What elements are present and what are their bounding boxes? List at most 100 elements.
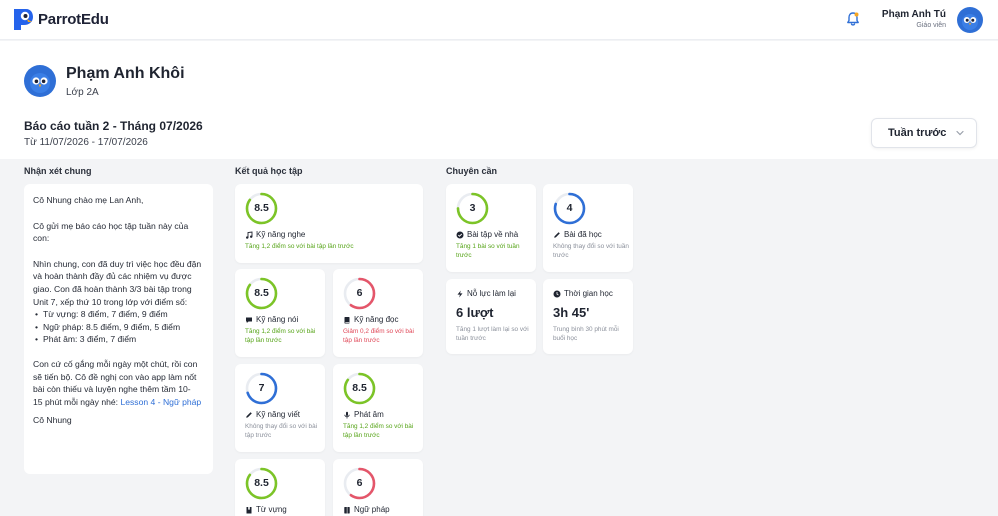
comment-intro: Cô gửi mẹ báo cáo học tập tuần này của c… bbox=[33, 220, 189, 244]
app-logo[interactable]: ParrotEdu bbox=[12, 7, 109, 31]
score-value: 8.5 bbox=[254, 477, 269, 489]
comment-body: Nhìn chung, con đã duy trì việc học đều … bbox=[33, 258, 202, 307]
chat-icon bbox=[246, 317, 252, 323]
card-label: Nỗ lực làm lại bbox=[467, 289, 516, 298]
pencil-icon bbox=[554, 231, 560, 238]
card-title: Kỹ năng viết bbox=[245, 410, 300, 419]
attendance-section-title: Chuyên cần bbox=[446, 166, 498, 176]
score-value: 7 bbox=[258, 382, 265, 394]
score-ring: 4 bbox=[553, 192, 586, 225]
report-title: Báo cáo tuần 2 - Tháng 07/2026 bbox=[24, 119, 203, 133]
user-role: Giáo viên bbox=[916, 22, 946, 29]
comment-closing-text: 15 phút mỗi ngày nhé: bbox=[33, 396, 121, 407]
student-avatar bbox=[24, 65, 56, 97]
skill-card-pronunciation[interactable]: 8.5 Phát âm Tăng 1,2 điểm so với bài tập l… bbox=[333, 364, 423, 452]
user-name: Phạm Anh Tú bbox=[881, 9, 946, 20]
bookmark-icon bbox=[246, 506, 252, 513]
card-label: Bài đã học bbox=[564, 230, 602, 239]
book-icon bbox=[344, 316, 350, 323]
card-label: Kỹ năng nói bbox=[256, 315, 299, 324]
score-value: 8.5 bbox=[254, 287, 269, 299]
attendance-card-study-time[interactable]: Thời gian học 3h 45' Trung bình 30 phút mỗ… bbox=[543, 279, 633, 354]
results-section-title: Kết quả học tập bbox=[235, 166, 303, 176]
card-title: Kỹ năng nói bbox=[245, 315, 298, 324]
card-label: Kỹ năng nghe bbox=[256, 230, 306, 239]
card-title: Thời gian học bbox=[553, 289, 613, 298]
skill-card-speaking[interactable]: 8.5 Kỹ năng nói Tăng 1,2 điểm so với bài t… bbox=[235, 269, 325, 357]
score-ring: 8.5 bbox=[245, 192, 278, 225]
card-label: Ngữ pháp bbox=[354, 505, 390, 514]
score-value: 4 bbox=[566, 202, 573, 214]
lesson-link[interactable]: Lesson 4 - Ngữ pháp bbox=[120, 396, 202, 407]
check-circle-icon bbox=[456, 231, 464, 238]
card-note: Tăng 1,2 điểm so với bài tập lần trước bbox=[245, 328, 316, 344]
card-note: Trung bình 30 phút mỗi buổi học bbox=[553, 326, 619, 342]
score-ring: 8.5 bbox=[245, 467, 278, 500]
comment-card: Cô Nhung chào mẹ Lan Anh, Cô gửi mẹ báo … bbox=[24, 184, 213, 474]
microphone-icon bbox=[344, 411, 350, 418]
card-note: Tăng 1 bài so với tuần trước bbox=[456, 243, 520, 259]
user-info[interactable]: Phạm Anh Tú Giáo viên bbox=[882, 9, 946, 29]
card-note: Giảm 0,2 điểm so với bài tập lần trước bbox=[343, 328, 414, 344]
lightning-icon bbox=[457, 290, 463, 297]
week-select-label: Tuần trước bbox=[888, 127, 947, 139]
skill-card-reading[interactable]: 6 Kỹ năng đọc Giảm 0,2 điểm so với bài tập… bbox=[333, 269, 423, 357]
score-ring: 3 bbox=[456, 192, 489, 225]
skill-card-writing[interactable]: 7 Kỹ năng viết Không thay đổi so với bài t… bbox=[235, 364, 325, 452]
score-ring: 8.5 bbox=[343, 372, 376, 405]
score-ring: 6 bbox=[343, 277, 376, 310]
card-note: Tăng 1 lượt làm lại so với tuần trước bbox=[456, 326, 529, 342]
comments-section-title: Nhận xét chung bbox=[24, 166, 92, 176]
stat-value: 6 lượt bbox=[456, 305, 494, 320]
student-class: Lớp 2A bbox=[66, 87, 99, 98]
attendance-card-retries[interactable]: Nỗ lực làm lại 6 lượt Tăng 1 lượt làm lại … bbox=[446, 279, 536, 354]
score-value: 6 bbox=[356, 477, 363, 489]
student-name: Phạm Anh Khôi bbox=[66, 65, 185, 82]
card-label: Kỹ năng viết bbox=[256, 410, 301, 419]
attendance-card-homework[interactable]: 3 Bài tập về nhà Tăng 1 bài so với tuần tr… bbox=[446, 184, 536, 272]
top-bar: ParrotEdu Phạm Anh Tú Giáo viên bbox=[0, 0, 998, 40]
attendance-card-lessons[interactable]: 4 Bài đã học Không thay đổi so với tuần tr… bbox=[543, 184, 633, 272]
card-note: Không thay đổi so với tuần trước bbox=[553, 243, 629, 259]
list-item: Từ vựng: 8 điểm, 7 điểm, 9 điểm bbox=[33, 308, 204, 321]
chevron-down-icon bbox=[956, 130, 964, 136]
card-title: Phát âm bbox=[343, 410, 384, 419]
card-label: Từ vựng bbox=[256, 505, 287, 514]
skill-card-vocabulary[interactable]: 8.5 Từ vựng bbox=[235, 459, 325, 516]
parrot-logo-icon bbox=[14, 9, 33, 30]
score-value: 3 bbox=[469, 202, 476, 214]
app-name: ParrotEdu bbox=[38, 10, 109, 28]
card-title: Bài tập về nhà bbox=[456, 230, 518, 239]
report-date-range: Từ 11/07/2026 - 17/07/2026 bbox=[24, 137, 148, 148]
report-header: Phạm Anh Khôi Lớp 2A Báo cáo tuần 2 - Th… bbox=[0, 41, 998, 159]
list-item: Phát âm: 3 điểm, 7 điểm bbox=[33, 333, 204, 346]
card-label: Bài tập về nhà bbox=[467, 230, 519, 239]
user-avatar[interactable] bbox=[957, 7, 983, 33]
card-title: Nỗ lực làm lại bbox=[456, 289, 516, 298]
stat-value: 3h 45' bbox=[553, 305, 590, 320]
skill-card-grammar[interactable]: 6 Ngữ pháp bbox=[333, 459, 423, 516]
comment-closing-line: 15 phút mỗi ngày nhé: Lesson 4 - Ngữ phá… bbox=[33, 396, 204, 409]
bell-icon[interactable] bbox=[845, 11, 861, 27]
card-label: Kỹ năng đọc bbox=[354, 315, 399, 324]
week-select-button[interactable]: Tuần trước bbox=[871, 118, 977, 148]
card-title: Kỹ năng đọc bbox=[343, 315, 398, 324]
list-item: Ngữ pháp: 8.5 điểm, 9 điểm, 5 điểm bbox=[33, 321, 204, 334]
grammar-book-icon bbox=[344, 506, 350, 513]
score-value: 8.5 bbox=[254, 202, 269, 214]
card-title: Từ vựng bbox=[245, 505, 287, 514]
card-title: Bài đã học bbox=[553, 230, 602, 239]
comment-score-list: Từ vựng: 8 điểm, 7 điểm, 9 điểm Ngữ pháp… bbox=[33, 308, 204, 346]
clock-icon bbox=[553, 290, 561, 297]
card-label: Thời gian học bbox=[564, 289, 613, 298]
pencil-icon bbox=[246, 411, 252, 418]
card-label: Phát âm bbox=[354, 410, 384, 419]
music-note-icon bbox=[246, 230, 253, 239]
card-note: Tăng 1,2 điểm so với bài tập lần trước bbox=[245, 243, 354, 250]
score-ring: 6 bbox=[343, 467, 376, 500]
score-ring: 8.5 bbox=[245, 277, 278, 310]
skill-card-listening[interactable]: 8.5 Kỹ năng nghe Tăng 1,2 điểm so với bài … bbox=[235, 184, 423, 263]
comment-closing: Con cứ cố gắng mỗi ngày một chút, rồi co… bbox=[33, 358, 198, 395]
score-ring: 7 bbox=[245, 372, 278, 405]
score-value: 6 bbox=[356, 287, 363, 299]
